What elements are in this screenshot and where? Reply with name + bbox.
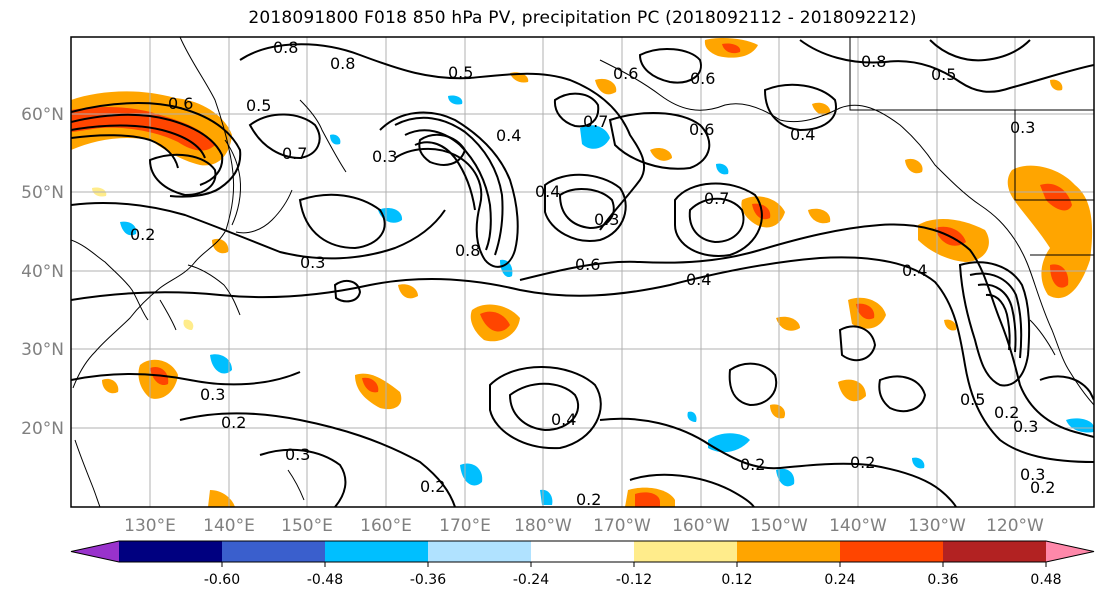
lon-label: 160°E	[360, 516, 412, 536]
precip-positive-shading	[71, 37, 1093, 507]
pv-contours	[71, 39, 1094, 507]
colorbar-bin	[737, 541, 841, 562]
colorbar-extend-high	[1046, 541, 1094, 562]
lat-label: 60°N	[21, 105, 64, 125]
contour-label: 0.3	[1013, 417, 1038, 436]
lon-label: 140°W	[829, 516, 887, 536]
map-frame	[70, 36, 1095, 508]
contour-label: 0.7	[704, 189, 729, 208]
map-panel: 0.8 0.5 0.6 0.5 0.4 0.6 0.7 0.8 0.5 0.7 …	[70, 36, 1095, 509]
contour-label: 0.4	[790, 125, 815, 144]
colorbar-bin	[428, 541, 532, 562]
contour-label: 0.3	[1020, 465, 1045, 484]
contour-label: 0.4	[686, 270, 711, 289]
lon-label: 150°E	[281, 516, 333, 536]
contour-label: 0.3	[1010, 118, 1035, 137]
contour-label: 0.6	[690, 69, 715, 88]
colorbar-bin	[325, 541, 429, 562]
lon-label: 150°W	[750, 516, 808, 536]
contour-label: 0.7	[282, 144, 307, 163]
colorbar-bin	[119, 541, 223, 562]
colorbar-bin	[531, 541, 635, 562]
contour-label: 0.5	[931, 65, 956, 84]
colorbar-tick-label: -0.36	[410, 572, 446, 588]
lon-label: 130°W	[908, 516, 966, 536]
lat-label: 50°N	[21, 183, 64, 203]
contour-label: 0.2	[130, 225, 155, 244]
pv-contour-labels: 0.8 0.5 0.6 0.5 0.4 0.6 0.7 0.8 0.5 0.7 …	[130, 38, 1055, 509]
contour-label: 0.2	[850, 453, 875, 472]
contour-label: 0.2	[740, 455, 765, 474]
colorbar-tick-label: -0.48	[307, 572, 343, 588]
lon-label: 130°E	[124, 516, 176, 536]
contour-label: 0.2	[994, 403, 1019, 422]
contour-label: 0.3	[200, 385, 225, 404]
colorbar-tick-label: -0.12	[616, 572, 652, 588]
contour-label: 0.5	[246, 96, 271, 115]
contour-label: 0.6	[613, 64, 638, 83]
map-title: 2018091800 F018 850 hPa PV, precipitatio…	[248, 8, 917, 28]
coastlines	[71, 37, 1094, 507]
contour-label: 0.3	[300, 253, 325, 272]
latitude-labels: 60°N 50°N 40°N 30°N 20°N	[21, 105, 64, 439]
contour-label: 0.8	[273, 38, 298, 57]
contour-label: 0.3	[285, 445, 310, 464]
colorbar-tick-label: -0.24	[513, 572, 549, 588]
colorbar: -0.60 -0.48 -0.36 -0.24 -0.12 0.12 0.24 0.36 0.4…	[70, 540, 1095, 588]
contour-label: 0.4	[496, 126, 521, 145]
lon-label: 180°W	[514, 516, 572, 536]
colorbar-tick-label: -0.60	[204, 572, 240, 588]
contour-label: 0.3	[372, 147, 397, 166]
lat-label: 40°N	[21, 262, 64, 282]
contour-label: 0.5	[960, 390, 985, 409]
contour-label: 0.4	[535, 182, 560, 201]
contour-label: 0.6	[575, 255, 600, 274]
lon-label: 170°W	[593, 516, 651, 536]
longitude-labels: 130°E 140°E 150°E 160°E 170°E 180°W 170°…	[124, 516, 1044, 536]
map-background	[71, 37, 1094, 507]
contour-label: 0.8	[330, 54, 355, 73]
colorbar-tick-label: 0.48	[1030, 572, 1061, 588]
colorbar-bin	[222, 541, 326, 562]
contour-label: 0.3	[594, 210, 619, 229]
contour-label: 0.8	[455, 241, 480, 260]
map-gridlines	[71, 37, 1094, 507]
colorbar-bin	[634, 541, 738, 562]
colorbar-extend-low	[71, 541, 119, 562]
colorbar-bin	[840, 541, 944, 562]
contour-label: 0.6	[168, 94, 193, 113]
colorbar-bin	[943, 541, 1047, 562]
lon-label: 160°W	[672, 516, 730, 536]
contour-label: 0.2	[420, 477, 445, 496]
contour-label: 0.4	[551, 410, 576, 429]
contour-label: 0.2	[221, 413, 246, 432]
lon-label: 120°W	[986, 516, 1044, 536]
colorbar-tick-label: 0.12	[721, 572, 752, 588]
contour-label: 0.8	[861, 52, 886, 71]
lon-label: 170°E	[439, 516, 491, 536]
contour-label: 0.4	[902, 261, 927, 280]
lon-label: 140°E	[203, 516, 255, 536]
contour-label: 0.6	[689, 120, 714, 139]
contour-label: 0.5	[448, 63, 473, 82]
colorbar-tick-label: 0.36	[927, 572, 958, 588]
colorbar-outline	[70, 540, 1095, 563]
contour-label: 0.2	[1030, 478, 1055, 497]
contour-label: 0.2	[576, 490, 601, 509]
lat-label: 20°N	[21, 419, 64, 439]
lat-label: 30°N	[21, 340, 64, 360]
contour-label: 0.7	[583, 112, 608, 131]
colorbar-tick-label: 0.24	[824, 572, 855, 588]
